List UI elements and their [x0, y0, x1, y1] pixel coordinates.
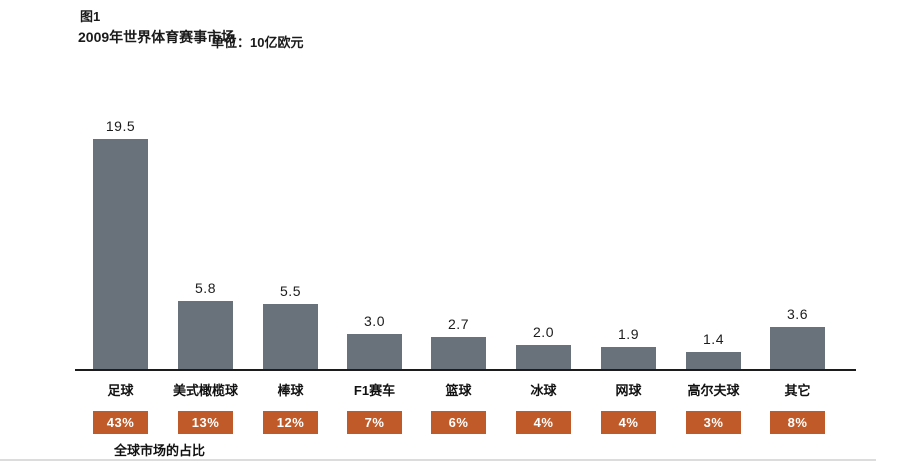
category-label: F1赛车 — [353, 383, 396, 398]
bar-value-label: 5.5 — [280, 283, 301, 299]
percent-badge: 4% — [601, 411, 656, 434]
bar — [178, 301, 233, 369]
chart-title: 2009年世界体育赛事市场 — [78, 29, 236, 45]
bar — [686, 352, 741, 369]
bar-value-label: 1.4 — [703, 331, 724, 347]
x-axis-baseline — [75, 369, 856, 371]
bar-value-label: 1.9 — [618, 326, 639, 342]
unit-label: 单位：10亿欧元 — [211, 35, 304, 50]
percent-badge: 4% — [516, 411, 571, 434]
bar-value-label: 2.0 — [533, 324, 554, 340]
category-label: 棒球 — [277, 383, 304, 398]
percent-badge: 12% — [263, 411, 318, 434]
figure-label: 图1 — [80, 9, 101, 24]
percent-badge: 6% — [431, 411, 486, 434]
percent-badge: 13% — [178, 411, 233, 434]
bar-value-label: 3.6 — [787, 306, 808, 322]
bar — [263, 304, 318, 369]
bar-value-label: 3.0 — [364, 313, 385, 329]
percent-row-caption: 全球市场的占比 — [114, 443, 206, 458]
bar — [516, 345, 571, 369]
bar — [770, 327, 825, 369]
bar — [431, 337, 486, 369]
category-label: 网球 — [615, 383, 642, 398]
bar — [601, 347, 656, 369]
category-label: 篮球 — [445, 383, 472, 398]
category-label: 美式橄榄球 — [172, 383, 238, 398]
bar-value-label: 5.8 — [195, 280, 216, 296]
percent-badge: 43% — [93, 411, 148, 434]
category-label: 足球 — [107, 383, 134, 398]
category-label: 冰球 — [530, 383, 557, 398]
bar-value-label: 19.5 — [105, 118, 136, 134]
category-label: 其它 — [784, 383, 811, 398]
percent-badge: 8% — [770, 411, 825, 434]
percent-badge: 3% — [686, 411, 741, 434]
bar — [93, 139, 148, 369]
percent-badge: 7% — [347, 411, 402, 434]
bottom-divider — [0, 459, 876, 461]
bar — [347, 334, 402, 369]
category-label: 高尔夫球 — [687, 383, 740, 398]
bar-value-label: 2.7 — [448, 316, 469, 332]
